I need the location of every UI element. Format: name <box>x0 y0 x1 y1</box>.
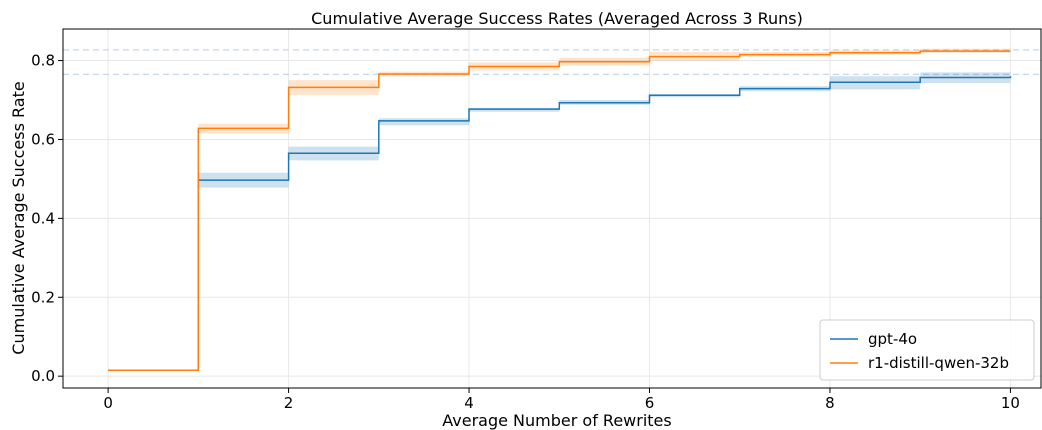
y-tick-label-2: 0.4 <box>31 209 55 227</box>
band-gpt-4o <box>108 72 1011 371</box>
legend-label-gpt-4o: gpt-4o <box>868 330 917 348</box>
x-tick-label-3: 6 <box>645 394 655 412</box>
legend: gpt-4o r1-distill-qwen-32b <box>819 319 1035 381</box>
y-tick-label-1: 0.2 <box>31 288 55 306</box>
y-tick-label-0: 0.0 <box>31 367 55 385</box>
y-tick-label-4: 0.8 <box>31 52 55 70</box>
series-lines <box>108 50 1012 371</box>
line-r1-distill-qwen-32b <box>108 50 1011 371</box>
x-tick-label-0: 0 <box>103 394 113 412</box>
chart-title: Cumulative Average Success Rates (Averag… <box>311 9 803 28</box>
x-tick-label-2: 4 <box>464 394 474 412</box>
y-axis-label: Cumulative Average Success Rate <box>9 81 28 354</box>
x-tick-label-4: 8 <box>825 394 835 412</box>
line-gpt-4o <box>108 76 1012 371</box>
legend-box <box>819 319 1035 381</box>
reference-lines <box>63 49 1042 75</box>
legend-label-r1-distill-qwen-32b: r1-distill-qwen-32b <box>868 354 1009 372</box>
plot-area <box>62 28 1042 389</box>
y-tick-label-3: 0.6 <box>31 130 55 148</box>
x-axis-label: Average Number of Rewrites <box>442 411 671 430</box>
confidence-bands <box>108 48 1011 371</box>
x-axis: 0 2 4 6 8 10 <box>103 388 1020 412</box>
x-tick-label-5: 10 <box>1001 394 1020 412</box>
grid <box>63 29 1042 388</box>
y-axis: 0.0 0.2 0.4 0.6 0.8 <box>31 52 63 385</box>
x-tick-label-1: 2 <box>284 394 294 412</box>
